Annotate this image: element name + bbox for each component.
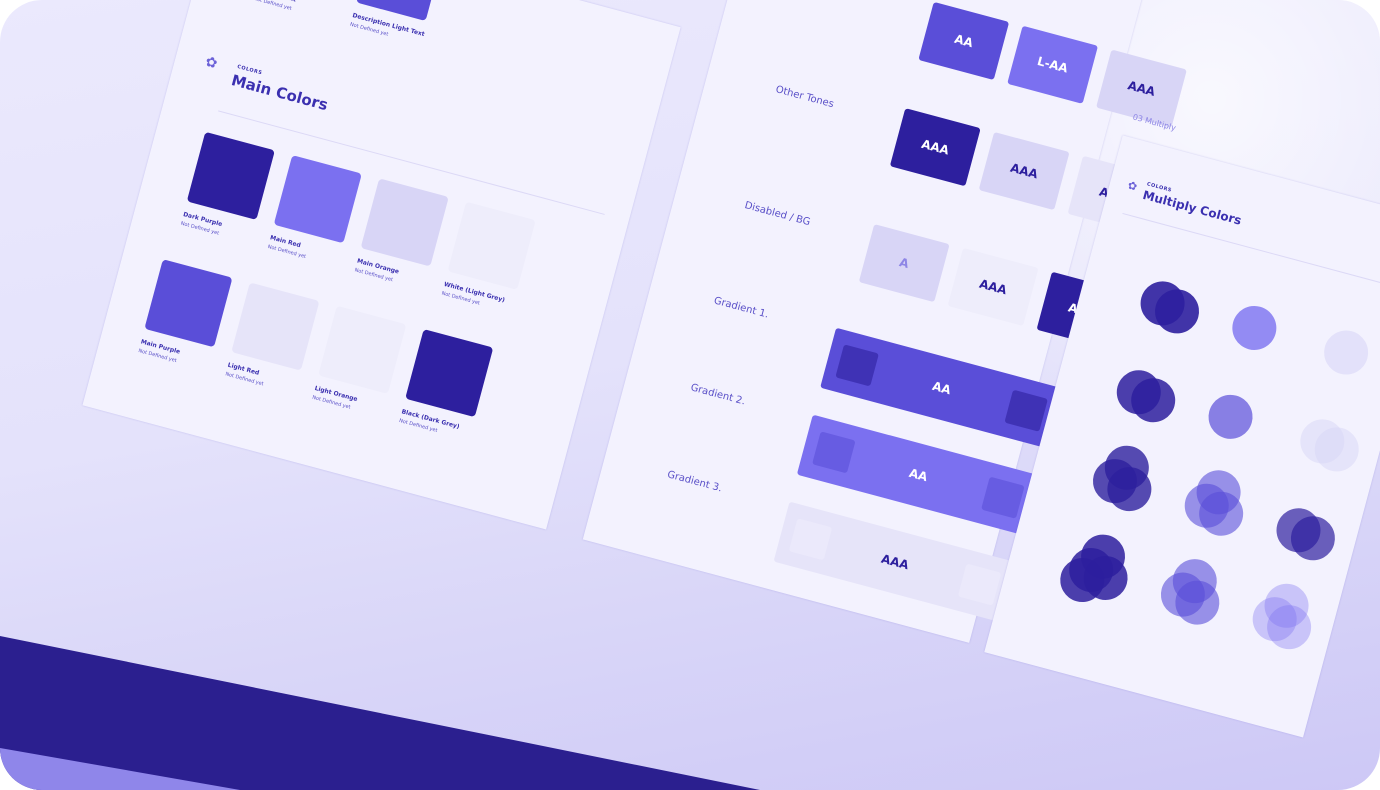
multiply-circle (1203, 389, 1258, 444)
contrast-tile: AAA (978, 131, 1070, 211)
contrast-tile: AAA (947, 247, 1039, 327)
gradient-stop (812, 431, 856, 474)
gradient-stop (957, 563, 1002, 606)
multiply-circle (1319, 325, 1374, 380)
gradient-label: Gradient 1. (712, 295, 770, 321)
row-label: Disabled / BG (743, 200, 812, 229)
color-swatch (144, 259, 233, 348)
gradient-label: Gradient 3. (665, 469, 724, 495)
contrast-tile: A (858, 224, 950, 303)
color-swatch (186, 131, 275, 220)
color-swatch (318, 305, 407, 394)
color-swatch (447, 201, 536, 290)
swatch-subtitle: Not Defined yet (252, 0, 293, 12)
color-swatch (231, 282, 320, 371)
color-swatch (405, 329, 494, 418)
color-swatch (273, 155, 362, 244)
gradient-stop (788, 518, 833, 561)
multiply-circle (1227, 301, 1282, 355)
gradient-contrast: AA (907, 465, 930, 485)
section-title: Main Colors (229, 71, 330, 115)
gradient-label: Gradient 2. (689, 382, 747, 408)
contrast-tile: L-AA (1007, 25, 1099, 104)
gradient-contrast: AA (930, 378, 953, 398)
palette-icon: ✿ (203, 53, 220, 73)
gradient-contrast: AAA (879, 551, 911, 573)
palette-icon: ✿ (1126, 178, 1139, 194)
swatch-subtitle: Not Defined yet (266, 243, 307, 260)
gradient-stop (835, 344, 879, 387)
contrast-tile: AA (918, 1, 1010, 81)
divider (1122, 212, 1380, 289)
color-swatch (360, 178, 449, 267)
contrast-tile: AAA (889, 108, 981, 187)
gradient-stop (1004, 389, 1048, 432)
row-label: Other Tones (774, 84, 835, 111)
gradient-stop (981, 476, 1025, 519)
